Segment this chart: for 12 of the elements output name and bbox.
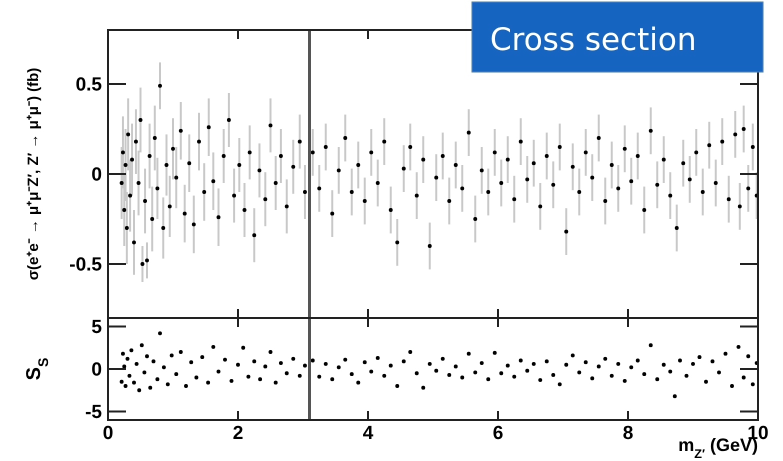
x-tick-label: 6 [492,423,504,444]
y-tick-label: 5 [91,317,102,338]
y-axis-title: σ(e⁺e⁻ → μ⁺μ⁻Z′, Z′ → μ⁺μ⁻) (fb) [25,68,42,280]
y-tick-label: 0 [91,360,102,381]
y-tick-label: -0.5 [69,254,102,276]
x-tick-label: 8 [622,423,634,444]
chart-title: Cross section [490,22,696,58]
y-tick-label: -5 [85,402,102,424]
x-tick-label: 2 [232,423,244,444]
x-tick-label: 4 [362,423,374,444]
y-tick-label: 0 [91,164,102,186]
y-tick-label: 0.5 [76,74,102,96]
